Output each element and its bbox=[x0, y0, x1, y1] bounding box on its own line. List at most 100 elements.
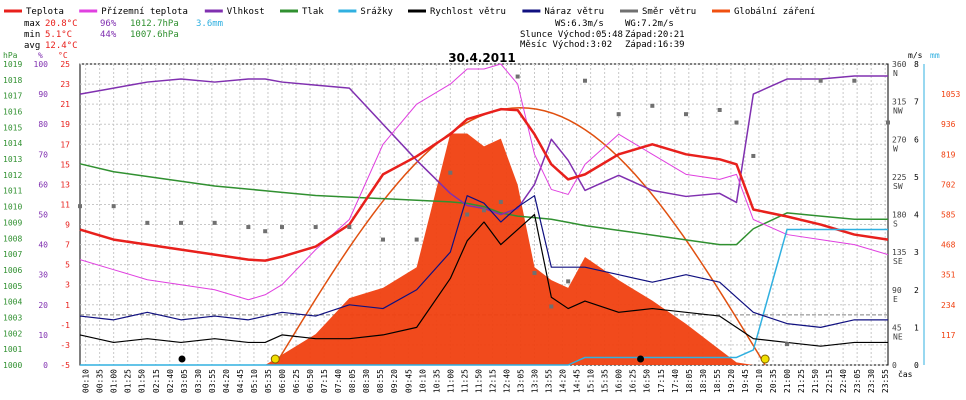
mm-unit-label: mm bbox=[930, 51, 940, 60]
rain-line bbox=[80, 228, 888, 366]
time-tick-label: 20:35 bbox=[769, 369, 778, 393]
stat-moon-set: Západ:16:39 bbox=[625, 40, 685, 50]
ms-tick-label: 4 bbox=[914, 211, 919, 220]
legend-item-label: Směr větru bbox=[642, 7, 696, 17]
solar-radiation-area bbox=[80, 133, 888, 365]
time-tick-label: 21:25 bbox=[797, 369, 806, 393]
pct-tick-label: 100 bbox=[34, 60, 49, 69]
time-tick-label: 15:35 bbox=[601, 369, 610, 393]
wind-direction-point bbox=[717, 107, 722, 112]
moonset-marker bbox=[637, 355, 645, 363]
wind-direction-point bbox=[414, 237, 419, 242]
legend-item-label: Vlhkost bbox=[227, 7, 265, 17]
time-tick-label: 13:30 bbox=[531, 369, 540, 393]
time-tick-label: 17:15 bbox=[657, 369, 666, 393]
wind-direction-point bbox=[498, 199, 503, 204]
pct-tick-label: 90 bbox=[38, 90, 48, 99]
time-tick-label: 22:40 bbox=[839, 369, 848, 393]
wind-direction-point bbox=[465, 212, 470, 217]
axes: 00:10 00:35 01:00 01:25 01:50 02:15 02:40 03:05… bbox=[3, 51, 960, 393]
wind-direction-point bbox=[145, 220, 150, 225]
stat-sun: Slunce Východ:05:48 bbox=[520, 30, 623, 40]
time-tick-label: 03:30 bbox=[194, 369, 203, 393]
wind-direction-point bbox=[280, 225, 284, 230]
time-tick-label: 12:40 bbox=[502, 369, 511, 393]
stat-min-temp: 5.1°C bbox=[45, 30, 72, 40]
time-tick-label: 09:20 bbox=[390, 369, 399, 393]
ms-tick-label: 6 bbox=[914, 135, 919, 144]
hpa-tick-label: 1000 bbox=[3, 361, 22, 370]
solar-radiation-layer bbox=[80, 106, 888, 366]
c-tick-label: 9 bbox=[65, 221, 70, 230]
hpa-tick-label: 1001 bbox=[3, 345, 22, 354]
stat-avg-label: avg bbox=[24, 41, 40, 51]
time-tick-label: 20:10 bbox=[755, 369, 764, 393]
dir-tick-compass: SE bbox=[893, 257, 903, 266]
time-tick-label: 08:55 bbox=[376, 369, 385, 393]
chart-date-title: 30.4.2011 bbox=[448, 51, 516, 65]
dir-tick-compass: NE bbox=[893, 332, 903, 341]
ms-tick-label: 1 bbox=[914, 323, 919, 332]
dir-tick-label: 180 bbox=[892, 211, 907, 220]
time-tick-label: 05:35 bbox=[264, 369, 273, 393]
dir-tick-compass: S bbox=[893, 220, 898, 229]
pct-tick-label: 70 bbox=[38, 150, 48, 159]
pct-tick-label: 40 bbox=[38, 241, 48, 250]
wind-direction-point bbox=[852, 78, 857, 83]
time-tick-label: 04:45 bbox=[236, 369, 245, 393]
wind-direction-point bbox=[818, 78, 823, 83]
wm2-tick-label: 1053 bbox=[941, 90, 960, 99]
time-tick-label: 16:00 bbox=[615, 369, 624, 393]
wm2-tick-label: 117 bbox=[941, 331, 956, 340]
c-tick-label: 21 bbox=[60, 100, 70, 109]
wind-direction-point bbox=[549, 304, 554, 309]
ms-tick-label: 2 bbox=[914, 286, 919, 295]
pct-tick-label: 80 bbox=[38, 120, 48, 129]
dir-tick-compass: N bbox=[893, 69, 898, 78]
series-lines bbox=[79, 63, 889, 366]
wind-direction-point bbox=[482, 208, 486, 213]
time-tick-label: 00:10 bbox=[82, 369, 91, 393]
wm2-tick-label: 819 bbox=[941, 150, 956, 159]
stat-max-press: 1012.7hPa bbox=[130, 19, 179, 29]
wm2-tick-label: 585 bbox=[941, 211, 956, 220]
c-tick-label: 17 bbox=[60, 140, 70, 149]
wind-direction-point bbox=[886, 120, 890, 125]
time-tick-label: 02:15 bbox=[152, 369, 161, 393]
time-tick-label: 11:50 bbox=[474, 369, 483, 393]
stat-ws: WS:6.3m/s bbox=[555, 19, 604, 29]
time-tick-label: 14:20 bbox=[559, 369, 568, 393]
stat-max-rain: 3.6mm bbox=[196, 19, 223, 29]
hpa-tick-label: 1019 bbox=[3, 60, 22, 69]
stat-min-hum: 44% bbox=[100, 30, 117, 40]
c-tick-label: 3 bbox=[65, 281, 70, 290]
wind-direction-point bbox=[313, 225, 318, 230]
ms-unit-label: m/s bbox=[908, 51, 923, 60]
time-tick-label: 19:20 bbox=[727, 369, 736, 393]
pct-unit-label: % bbox=[38, 51, 43, 60]
stat-wg: WG:7.2m/s bbox=[625, 19, 674, 29]
time-tick-label: 19:45 bbox=[741, 369, 750, 393]
dir-tick-compass: NW bbox=[893, 107, 903, 116]
time-tick-label: 01:50 bbox=[138, 369, 147, 393]
time-tick-label: 17:40 bbox=[671, 369, 680, 393]
time-tick-label: 08:30 bbox=[362, 369, 371, 393]
legend-item-label: Srážky bbox=[360, 7, 393, 17]
ground-temp-line bbox=[79, 63, 889, 301]
time-tick-label: 07:15 bbox=[320, 369, 329, 393]
time-tick-label: 01:00 bbox=[110, 369, 119, 393]
time-tick-label: 07:40 bbox=[334, 369, 343, 393]
legend-item-label: Teplota bbox=[26, 7, 64, 17]
c-tick-label: -3 bbox=[60, 341, 70, 350]
wm2-tick-label: 234 bbox=[941, 301, 956, 310]
hpa-tick-label: 1006 bbox=[3, 266, 22, 275]
c-tick-label: 5 bbox=[65, 261, 70, 270]
time-tick-label: 06:50 bbox=[306, 369, 315, 393]
time-tick-label: 11:25 bbox=[460, 369, 469, 393]
time-tick-label: 05:10 bbox=[250, 369, 259, 393]
time-tick-label: 03:55 bbox=[208, 369, 217, 393]
time-tick-label: 10:10 bbox=[418, 369, 427, 393]
time-tick-label: 15:10 bbox=[587, 369, 596, 393]
time-tick-label: 12:15 bbox=[488, 369, 497, 393]
